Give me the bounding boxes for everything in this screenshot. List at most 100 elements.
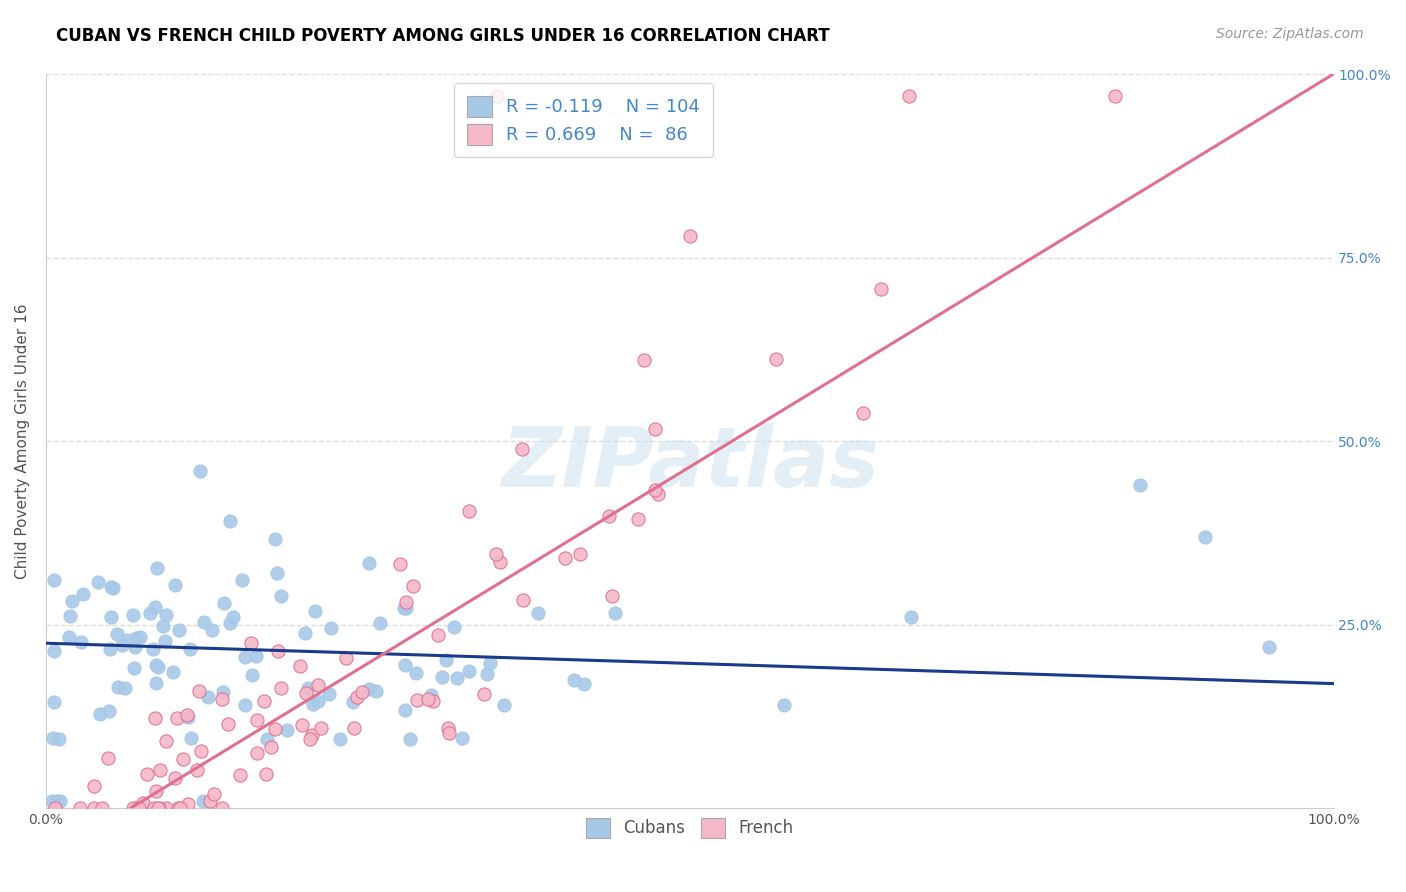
Point	[309, 721, 332, 735]
Point	[478, 657, 501, 671]
Point	[163, 578, 186, 592]
Point	[202, 787, 225, 801]
Point	[233, 650, 256, 665]
Point	[562, 673, 585, 687]
Point	[260, 739, 283, 754]
Point	[510, 442, 533, 457]
Point	[155, 801, 177, 815]
Point	[146, 660, 169, 674]
Point	[100, 580, 122, 594]
Point	[342, 695, 364, 709]
Point	[124, 631, 146, 645]
Point	[394, 703, 416, 717]
Point	[145, 675, 167, 690]
Point	[633, 352, 655, 367]
Point	[211, 801, 233, 815]
Point	[136, 767, 159, 781]
Point	[647, 486, 669, 500]
Point	[139, 606, 162, 620]
Point	[172, 752, 194, 766]
Point	[145, 657, 167, 672]
Point	[70, 635, 93, 649]
Point	[163, 772, 186, 786]
Point	[107, 680, 129, 694]
Point	[430, 670, 453, 684]
Point	[472, 687, 495, 701]
Point	[405, 666, 427, 681]
Point	[395, 594, 418, 608]
Point	[152, 619, 174, 633]
Point	[485, 547, 508, 561]
Point	[190, 744, 212, 758]
Text: CUBAN VS FRENCH CHILD POVERTY AMONG GIRLS UNDER 16 CORRELATION CHART: CUBAN VS FRENCH CHILD POVERTY AMONG GIRL…	[56, 27, 830, 45]
Point	[177, 710, 200, 724]
Point	[219, 514, 242, 528]
Point	[572, 676, 595, 690]
Point	[58, 630, 80, 644]
Point	[198, 794, 221, 808]
Point	[111, 638, 134, 652]
Point	[128, 801, 150, 815]
Point	[201, 623, 224, 637]
Point	[270, 681, 292, 695]
Point	[264, 722, 287, 736]
Point	[114, 681, 136, 696]
Point	[264, 532, 287, 546]
Point	[422, 694, 444, 708]
Point	[219, 616, 242, 631]
Point	[335, 651, 357, 665]
Point	[294, 626, 316, 640]
Point	[291, 718, 314, 732]
Point	[434, 653, 457, 667]
Point	[217, 717, 239, 731]
Point	[83, 779, 105, 793]
Legend: Cubans, French: Cubans, French	[579, 812, 800, 844]
Point	[131, 796, 153, 810]
Point	[402, 579, 425, 593]
Point	[83, 801, 105, 815]
Point	[125, 801, 148, 815]
Point	[1104, 89, 1126, 103]
Point	[187, 683, 209, 698]
Point	[870, 282, 893, 296]
Point	[366, 684, 388, 698]
Point	[644, 422, 666, 436]
Point	[155, 734, 177, 748]
Point	[162, 665, 184, 679]
Point	[568, 547, 591, 561]
Point	[166, 801, 188, 815]
Point	[419, 689, 441, 703]
Point	[253, 694, 276, 708]
Point	[142, 801, 165, 815]
Point	[186, 764, 208, 778]
Point	[45, 794, 67, 808]
Point	[554, 551, 576, 566]
Point	[42, 644, 65, 658]
Point	[295, 686, 318, 700]
Point	[485, 89, 508, 103]
Point	[1258, 640, 1281, 654]
Point	[176, 797, 198, 811]
Point	[222, 610, 245, 624]
Point	[122, 801, 145, 815]
Point	[91, 801, 114, 815]
Point	[301, 697, 323, 711]
Point	[343, 721, 366, 735]
Point	[406, 693, 429, 707]
Point	[392, 601, 415, 615]
Point	[297, 681, 319, 695]
Point	[149, 763, 172, 777]
Point	[245, 649, 267, 664]
Point	[256, 732, 278, 747]
Point	[153, 634, 176, 648]
Point	[176, 708, 198, 723]
Point	[301, 728, 323, 742]
Point	[329, 731, 352, 746]
Point	[191, 794, 214, 808]
Point	[240, 636, 263, 650]
Point	[603, 606, 626, 620]
Point	[87, 574, 110, 589]
Point	[122, 661, 145, 675]
Point	[457, 664, 479, 678]
Point	[395, 601, 418, 615]
